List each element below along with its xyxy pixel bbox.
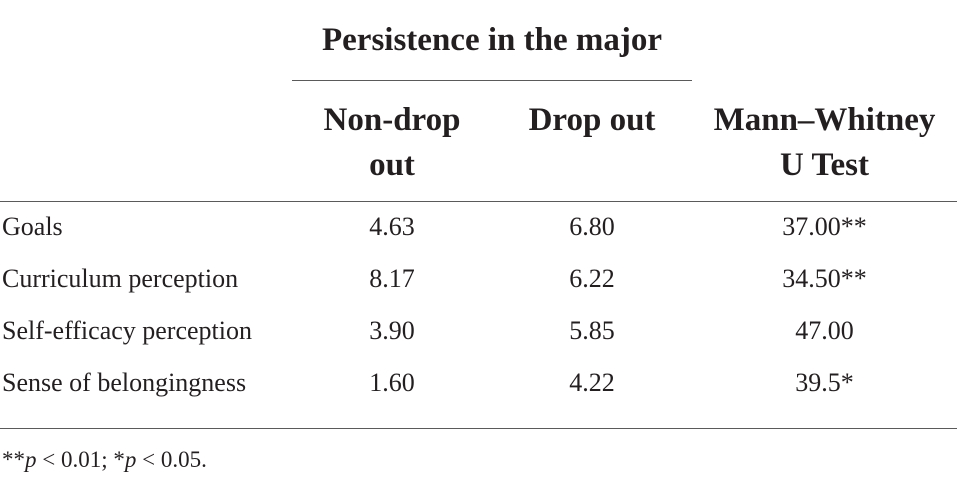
cell-non-drop-out: 4.63 xyxy=(369,212,415,241)
column-header-mann-whitney: Mann–Whitney U Test xyxy=(692,98,957,188)
table-bottom-rule xyxy=(0,428,957,429)
table-row: Goals 4.63 6.80 37.00** xyxy=(0,201,957,253)
row-label: Goals xyxy=(2,212,63,241)
cell-non-drop-out: 8.17 xyxy=(369,264,415,293)
column-header-drop-out: Drop out xyxy=(492,98,692,143)
cell-drop-out: 6.22 xyxy=(569,264,615,293)
group-header-rule xyxy=(292,80,692,81)
column-header-line: Drop out xyxy=(528,102,656,138)
column-header-line: Mann–Whitney xyxy=(713,102,936,138)
cell-mann-whitney: 37.00** xyxy=(782,212,867,241)
group-header-persistence: Persistence in the major xyxy=(322,22,662,58)
table-row: Sense of belongingness 1.60 4.22 39.5* xyxy=(0,357,957,409)
column-header-line: Non-drop xyxy=(323,102,461,138)
footnote-text: < 0.05. xyxy=(136,447,207,472)
cell-drop-out: 5.85 xyxy=(569,316,615,345)
row-label: Curriculum perception xyxy=(2,264,239,293)
cell-drop-out: 6.80 xyxy=(569,212,615,241)
row-label: Self-efficacy perception xyxy=(2,316,252,345)
column-header-non-drop-out: Non-drop out xyxy=(292,98,492,188)
cell-drop-out: 4.22 xyxy=(569,368,615,397)
cell-mann-whitney: 34.50** xyxy=(782,264,867,293)
cell-mann-whitney: 39.5* xyxy=(795,368,854,397)
row-label: Sense of belongingness xyxy=(2,368,247,397)
table-row: Curriculum perception 8.17 6.22 34.50** xyxy=(0,253,957,305)
column-header-line: out xyxy=(369,147,415,183)
cell-mann-whitney: 47.00 xyxy=(795,316,854,345)
table-header-divider xyxy=(0,201,957,202)
footnote-p-symbol: p xyxy=(25,447,37,472)
table-footnote: **p < 0.01; *p < 0.05. xyxy=(2,440,207,480)
footnote-text: < 0.01; * xyxy=(36,447,125,472)
footnote-p-symbol: p xyxy=(124,447,137,472)
cell-non-drop-out: 1.60 xyxy=(369,368,415,397)
column-header-line: U Test xyxy=(780,147,869,183)
footnote-text: ** xyxy=(2,447,25,472)
table-row: Self-efficacy perception 3.90 5.85 47.00 xyxy=(0,305,957,357)
cell-non-drop-out: 3.90 xyxy=(369,316,415,345)
